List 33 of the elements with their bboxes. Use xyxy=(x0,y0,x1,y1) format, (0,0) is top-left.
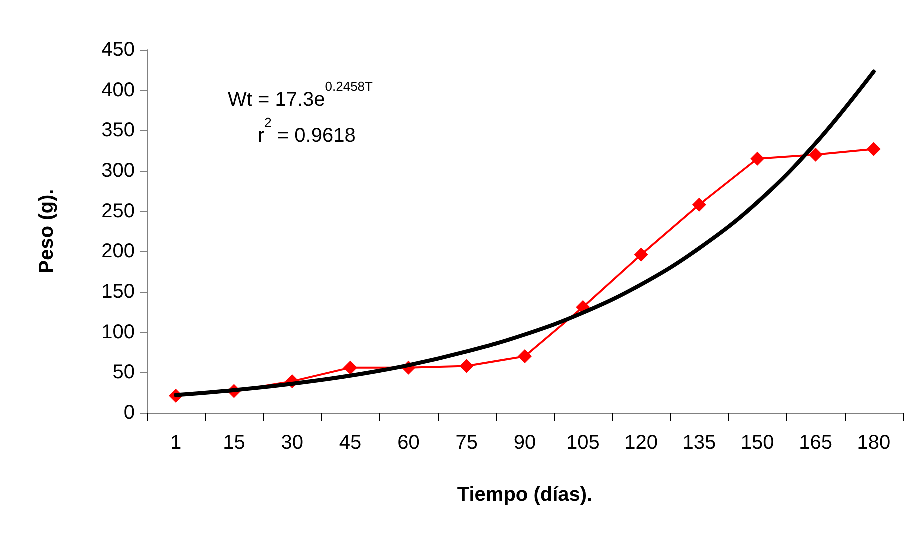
x-tick-label: 180 xyxy=(857,432,891,454)
y-tick-label: 350 xyxy=(102,120,135,142)
x-tick-label: 30 xyxy=(281,432,304,454)
y-tick-label: 100 xyxy=(102,321,135,344)
point xyxy=(692,198,706,212)
x-tick-label: 135 xyxy=(682,432,716,454)
x-tick-label: 60 xyxy=(398,432,420,454)
x-tick-label: 90 xyxy=(514,432,536,454)
y-tick-label: 200 xyxy=(102,240,135,263)
y-tick-label: 50 xyxy=(112,362,135,384)
y-tick-label: 450 xyxy=(102,39,135,61)
y-tick-label: 300 xyxy=(102,160,135,182)
point xyxy=(518,350,532,364)
point xyxy=(460,359,474,374)
x-tick-label: 1 xyxy=(170,432,182,454)
y-tick-label: 150 xyxy=(102,281,135,303)
point xyxy=(866,142,881,156)
y-tick-label: 250 xyxy=(102,200,135,222)
y-axis-title: Peso (g). xyxy=(36,189,58,274)
x-tick-label: 15 xyxy=(223,432,246,454)
y-tick-label: 0 xyxy=(124,402,135,424)
point xyxy=(808,148,823,162)
point xyxy=(634,248,648,262)
x-tick-label: 45 xyxy=(339,432,362,454)
x-tick-label: 105 xyxy=(566,432,600,454)
x-tick-label: 165 xyxy=(799,432,832,454)
point xyxy=(750,152,765,166)
x-tick-label: 75 xyxy=(456,432,478,454)
point xyxy=(344,360,358,375)
x-tick-label: 120 xyxy=(624,432,658,454)
x-axis-title: Tiempo (días). xyxy=(457,484,593,506)
y-tick-label: 400 xyxy=(102,79,135,102)
x-tick-label: 150 xyxy=(740,432,774,454)
